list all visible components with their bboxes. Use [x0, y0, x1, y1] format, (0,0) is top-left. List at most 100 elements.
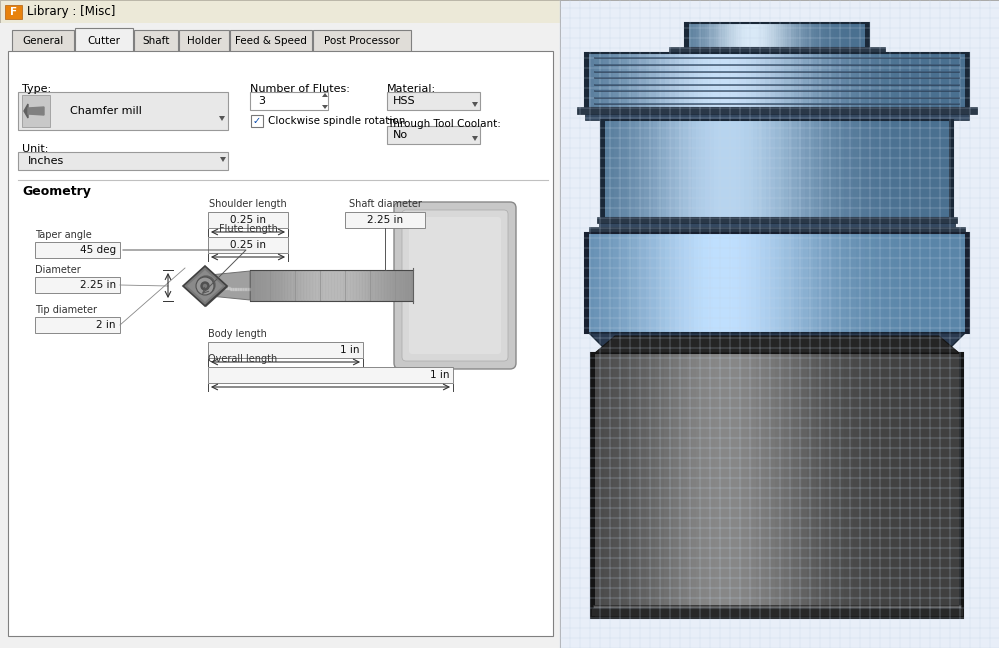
FancyBboxPatch shape	[402, 210, 508, 361]
Polygon shape	[184, 267, 228, 307]
Bar	[593, 605, 961, 608]
Circle shape	[196, 277, 214, 295]
Bar	[22, 95, 50, 127]
FancyBboxPatch shape	[409, 217, 501, 354]
Text: 2.25 in: 2.25 in	[80, 280, 116, 290]
Text: Cutter: Cutter	[88, 36, 121, 45]
Text: Inches: Inches	[28, 156, 64, 166]
Bar	[8, 51, 553, 636]
Bar	[605, 120, 949, 218]
Polygon shape	[220, 157, 226, 162]
Polygon shape	[472, 102, 478, 107]
FancyBboxPatch shape	[179, 30, 229, 52]
Text: F: F	[10, 7, 17, 17]
Bar	[251, 115, 263, 127]
Text: Through Tool Coolant:: Through Tool Coolant:	[387, 119, 500, 129]
Bar	[208, 212, 288, 228]
Text: Chamfer mill: Chamfer mill	[70, 106, 142, 116]
Polygon shape	[24, 104, 28, 118]
Text: 0.25 in: 0.25 in	[230, 240, 266, 250]
Text: General: General	[22, 36, 64, 46]
Bar	[208, 342, 363, 358]
FancyBboxPatch shape	[134, 30, 178, 52]
Text: Library : [Misc]: Library : [Misc]	[27, 5, 115, 19]
Text: Geometry: Geometry	[22, 185, 91, 198]
FancyBboxPatch shape	[394, 202, 516, 369]
Bar	[685, 23, 869, 48]
Text: 1 in: 1 in	[340, 345, 359, 355]
Text: Shaft: Shaft	[142, 36, 170, 46]
Text: No: No	[393, 130, 409, 140]
Circle shape	[201, 282, 209, 290]
Bar	[601, 120, 609, 218]
Bar	[585, 233, 969, 333]
Bar	[685, 23, 693, 48]
Text: Holder: Holder	[187, 36, 221, 46]
Text: 2 in: 2 in	[97, 320, 116, 330]
Bar	[669, 47, 885, 53]
Text: Feed & Speed: Feed & Speed	[235, 36, 307, 46]
Bar	[208, 367, 453, 383]
Bar	[35, 277, 120, 293]
Text: 0.25 in: 0.25 in	[230, 215, 266, 225]
Bar	[18, 152, 228, 170]
Text: Tip diameter: Tip diameter	[35, 305, 97, 315]
Text: HSS: HSS	[393, 96, 416, 106]
Bar	[18, 92, 228, 130]
Bar	[585, 233, 593, 333]
Polygon shape	[195, 271, 250, 300]
Bar	[387, 126, 480, 144]
Circle shape	[197, 276, 215, 294]
Text: Body length: Body length	[208, 329, 267, 339]
Bar	[35, 242, 120, 258]
Bar	[0, 0, 999, 23]
Bar	[591, 353, 963, 618]
Bar	[35, 317, 120, 333]
Text: 2.25 in: 2.25 in	[367, 215, 403, 225]
Bar	[585, 53, 969, 108]
Bar	[595, 353, 959, 618]
Bar	[597, 217, 957, 223]
FancyBboxPatch shape	[12, 30, 74, 52]
FancyBboxPatch shape	[313, 30, 411, 52]
Text: Overall length: Overall length	[208, 354, 278, 364]
Bar	[250, 92, 328, 110]
Text: Diameter: Diameter	[35, 265, 81, 275]
Polygon shape	[28, 107, 44, 115]
Bar	[961, 233, 969, 333]
Text: Shoulder length: Shoulder length	[209, 199, 287, 209]
Bar	[387, 92, 480, 110]
Text: ✓: ✓	[253, 116, 261, 126]
Bar	[208, 237, 288, 253]
Text: Number of Flutes:: Number of Flutes:	[250, 84, 350, 94]
Text: Material:: Material:	[387, 84, 437, 94]
Bar	[589, 233, 965, 333]
Bar	[560, 0, 999, 648]
Text: Clockwise spindle rotation: Clockwise spindle rotation	[268, 116, 406, 126]
Polygon shape	[187, 270, 223, 302]
Bar	[591, 608, 963, 616]
Bar	[599, 223, 955, 228]
Text: Taper angle: Taper angle	[35, 230, 92, 240]
Bar	[601, 120, 953, 218]
Text: 3: 3	[258, 96, 265, 106]
Bar	[955, 353, 963, 618]
Bar	[689, 23, 865, 48]
Polygon shape	[219, 116, 225, 121]
Bar	[961, 53, 969, 108]
FancyBboxPatch shape	[230, 30, 312, 52]
Bar	[577, 107, 977, 114]
Bar	[591, 353, 599, 618]
Text: 45 deg: 45 deg	[80, 245, 116, 255]
Polygon shape	[322, 93, 328, 97]
Text: Type:: Type:	[22, 84, 51, 94]
Text: Post Processor: Post Processor	[325, 36, 400, 46]
Bar	[345, 212, 425, 228]
Text: Flute length: Flute length	[219, 224, 278, 234]
Polygon shape	[595, 336, 959, 353]
Circle shape	[204, 284, 207, 288]
Bar	[589, 227, 965, 233]
Bar	[585, 53, 593, 108]
Bar	[250, 270, 413, 301]
FancyBboxPatch shape	[5, 5, 22, 19]
